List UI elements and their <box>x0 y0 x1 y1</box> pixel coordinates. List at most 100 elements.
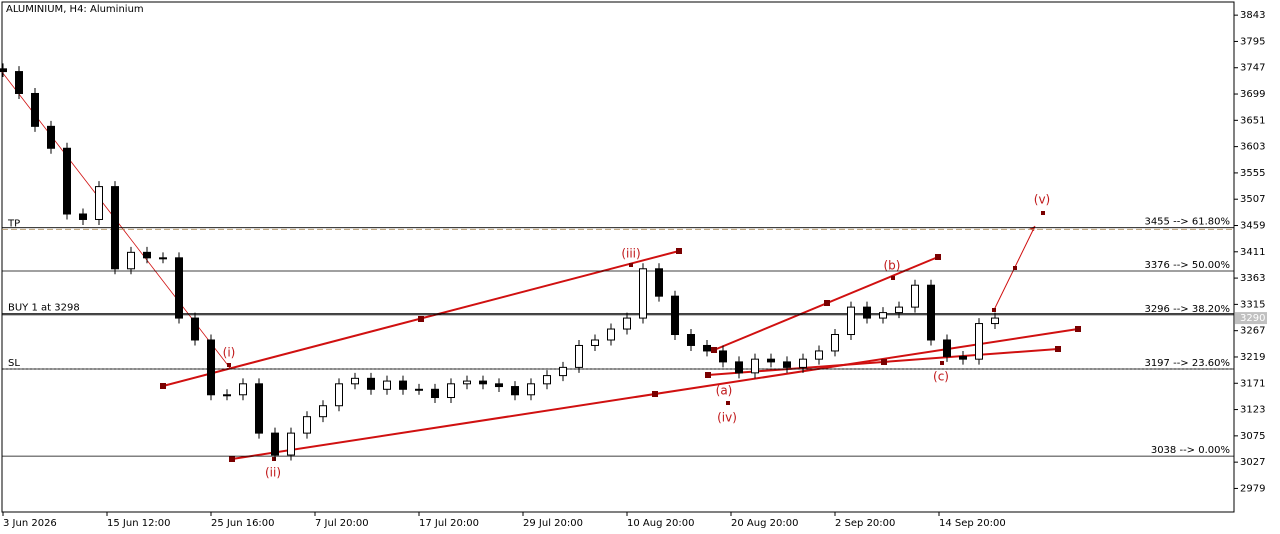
candle-body <box>479 380 487 385</box>
candle-body <box>655 268 663 297</box>
candle-body <box>287 432 295 456</box>
candle-body <box>879 312 887 319</box>
candle-body <box>847 306 855 336</box>
candle-body <box>719 350 727 363</box>
last-price-label: 3290 <box>1240 313 1265 324</box>
candle-body <box>463 380 471 385</box>
trend-lines <box>1 71 1081 462</box>
candle-body <box>383 380 391 390</box>
candle-body <box>991 317 999 325</box>
y-tick-label: 3123 <box>1240 405 1265 416</box>
wave-label: (v) <box>1034 193 1050 207</box>
y-tick-label: 3027 <box>1240 457 1265 468</box>
x-tick-label: 25 Jun 16:00 <box>211 518 275 529</box>
wave-label: (c) <box>933 370 949 384</box>
last-price-box <box>1235 312 1267 325</box>
candle-body <box>927 284 935 341</box>
candle-body <box>223 394 231 397</box>
candle-body <box>767 358 775 363</box>
y-tick-label: 3651 <box>1240 115 1265 126</box>
candle-body <box>255 383 263 434</box>
candle-body <box>271 432 279 456</box>
candle-body <box>31 92 39 127</box>
x-tick-label: 14 Sep 20:00 <box>939 518 1006 529</box>
y-tick-label: 3075 <box>1240 431 1265 442</box>
fib-label: 3296 --> 38.20% <box>1144 304 1230 315</box>
order-label: TP <box>7 218 20 229</box>
fib-label: 3197 --> 23.60% <box>1144 358 1230 369</box>
candle-body <box>735 361 743 374</box>
x-tick-label: 3 Jun 2026 <box>3 518 57 529</box>
wave-label: (iii) <box>621 247 640 261</box>
candle-body <box>799 358 807 368</box>
x-tick-label: 10 Aug 20:00 <box>627 518 694 529</box>
y-tick-label: 3795 <box>1240 36 1265 47</box>
candle-body <box>79 213 87 220</box>
y-tick-label: 3267 <box>1240 326 1265 337</box>
candle-body <box>831 334 839 352</box>
candle-body <box>239 383 247 396</box>
wave-label: (ii) <box>265 466 281 480</box>
candle-body <box>415 388 423 391</box>
wave-label: (iv) <box>717 411 737 425</box>
candle-body <box>191 317 199 341</box>
candle-body <box>575 344 583 368</box>
fib-label: 3376 --> 50.00% <box>1144 260 1230 271</box>
order-label: SL <box>8 358 20 369</box>
x-tick-label: 7 Jul 20:00 <box>315 518 369 529</box>
y-tick-label: 2979 <box>1240 483 1265 494</box>
candle-body <box>511 386 519 396</box>
candle-body <box>15 71 23 94</box>
candle-body <box>911 284 919 308</box>
candle-body <box>111 186 119 270</box>
candle-body <box>495 383 503 388</box>
candle-body <box>175 257 183 319</box>
candle-body <box>639 268 647 319</box>
candle-body <box>399 380 407 390</box>
candle-body <box>623 317 631 330</box>
candle-body <box>0 68 8 73</box>
y-tick-label: 3507 <box>1240 194 1265 205</box>
candle-body <box>703 344 711 352</box>
candle-body <box>815 350 823 360</box>
wave-label: (b) <box>884 259 901 273</box>
x-tick-label: 15 Jun 12:00 <box>107 518 171 529</box>
y-tick-label: 3315 <box>1240 299 1265 310</box>
candle-body <box>895 306 903 314</box>
x-tick-label: 17 Jul 20:00 <box>419 518 479 529</box>
candle-body <box>943 339 951 357</box>
x-tick-label: 2 Sep 20:00 <box>835 518 895 529</box>
candle-body <box>527 383 535 396</box>
candle-body <box>95 186 103 220</box>
candle-body <box>47 125 55 149</box>
candle-body <box>319 405 327 418</box>
candle-body <box>863 306 871 319</box>
y-tick-label: 3363 <box>1240 273 1265 284</box>
candle-body <box>687 334 695 346</box>
y-tick-label: 3219 <box>1240 352 1265 363</box>
plot-frame <box>1 1 1235 513</box>
wave-label: (i) <box>223 346 236 360</box>
y-tick-label: 3843 <box>1240 10 1265 21</box>
candle-body <box>127 251 135 270</box>
y-tick-label: 3459 <box>1240 221 1265 232</box>
candle-body <box>143 251 151 259</box>
candle-body <box>751 358 759 374</box>
candle-body <box>975 323 983 360</box>
fib-label: 3038 --> 0.00% <box>1151 445 1230 456</box>
x-tick-label: 29 Jul 20:00 <box>523 518 583 529</box>
candle-body <box>159 257 167 260</box>
candle-body <box>559 366 567 377</box>
wave-label: (a) <box>716 384 733 398</box>
candle-body <box>335 383 343 407</box>
y-tick-label: 3411 <box>1240 247 1265 258</box>
fib-label: 3455 --> 61.80% <box>1144 217 1230 228</box>
y-tick-label: 3171 <box>1240 378 1265 389</box>
x-tick-label: 20 Aug 20:00 <box>731 518 798 529</box>
candle-body <box>63 147 71 215</box>
candle-body <box>591 339 599 346</box>
y-tick-label: 3699 <box>1240 89 1265 100</box>
candle-body <box>351 377 359 385</box>
y-tick-label: 3747 <box>1240 63 1265 74</box>
